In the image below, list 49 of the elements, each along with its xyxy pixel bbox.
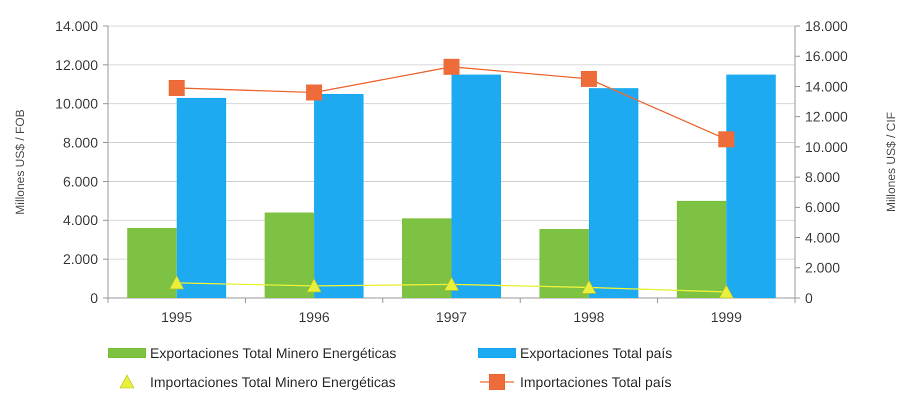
y2-axis-title: Millones US$ / CIF: [884, 112, 898, 212]
y2-tick-label: 6.000: [805, 199, 840, 216]
legend-label: Exportaciones Total país: [520, 344, 672, 361]
x-tick-label: 1999: [710, 309, 742, 325]
legend-label: Importaciones Total país: [520, 374, 672, 390]
y2-tick-label: 0: [805, 290, 813, 306]
bar: [402, 218, 452, 298]
x-tick-label: 1997: [436, 309, 468, 325]
y2-tick-label: 14.000: [805, 78, 848, 94]
y-tick-label: 0: [90, 290, 98, 306]
point: [718, 131, 734, 148]
y-tick-label: 12.000: [55, 56, 98, 73]
x-tick-label: 1998: [573, 309, 605, 325]
bar: [539, 229, 589, 298]
point: [444, 58, 460, 75]
y2-tick-label: 18.000: [805, 18, 848, 34]
y-tick-label: 6.000: [62, 173, 98, 190]
point: [306, 278, 322, 292]
point: [582, 280, 596, 294]
point: [580, 70, 597, 87]
legend-label: Importaciones Total Minero Energéticas: [150, 374, 396, 390]
point: [168, 80, 185, 96]
y2-tick-label: 12.000: [805, 108, 848, 125]
y-tick-label: 4.000: [62, 212, 98, 228]
y-tick-label: 14.000: [55, 18, 98, 34]
x-tick-label: 1996: [298, 309, 330, 325]
y2-tick-label: 16.000: [805, 48, 848, 64]
bar: [726, 74, 776, 298]
point: [169, 276, 184, 290]
bar: [452, 74, 501, 298]
bar: [264, 212, 314, 298]
bar: [314, 94, 364, 298]
bar: [176, 98, 226, 298]
bar: [127, 228, 177, 298]
y-tick-label: 2.000: [62, 251, 98, 268]
y2-tick-label: 8.000: [805, 169, 840, 186]
y2-tick-label: 4.000: [805, 229, 840, 246]
bar: [588, 88, 638, 298]
point: [306, 84, 322, 100]
y2-tick-label: 2.000: [805, 260, 840, 276]
point: [719, 284, 734, 298]
x-tick-label: 1995: [161, 309, 192, 325]
legend-label: Exportaciones Total Minero Energéticas: [150, 344, 396, 361]
y-axis-title: Millones US$ / FOB: [13, 109, 27, 215]
y2-tick-label: 10.000: [805, 138, 848, 155]
bar: [676, 200, 726, 298]
y-tick-label: 10.000: [55, 96, 98, 112]
y-tick-label: 8.000: [62, 134, 98, 150]
point: [444, 277, 459, 291]
